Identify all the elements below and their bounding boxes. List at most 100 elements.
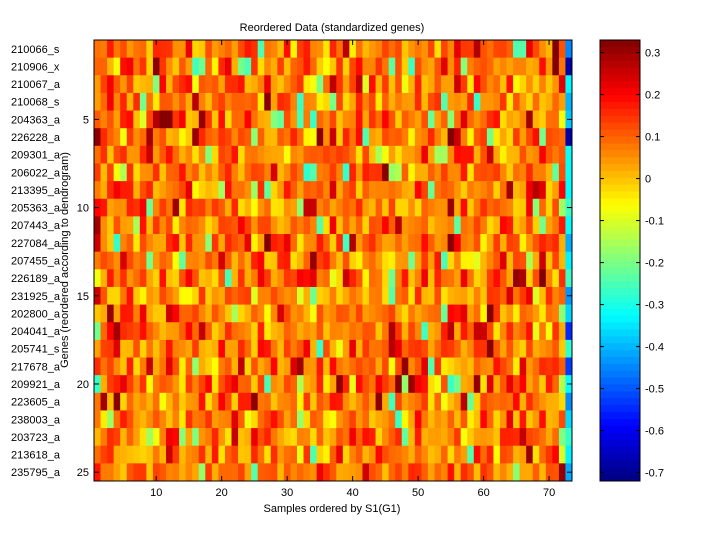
heatmap-cell (205, 428, 213, 447)
heatmap-cell (290, 322, 298, 341)
heatmap-cell (493, 234, 501, 253)
heatmap-cell (192, 40, 200, 59)
heatmap-cell (473, 40, 481, 59)
heatmap-cell (421, 198, 429, 217)
heatmap-cell (94, 339, 101, 358)
heatmap-cell (480, 392, 488, 411)
heatmap-cell (532, 57, 540, 76)
heatmap-cell (146, 269, 154, 288)
heatmap-cell (336, 234, 344, 253)
heatmap-cell (395, 428, 403, 447)
heatmap-cell (159, 410, 167, 429)
x-tick-label: 60 (477, 487, 489, 499)
heatmap-cell (172, 445, 180, 464)
heatmap-cell (224, 198, 232, 217)
heatmap-cell (480, 181, 488, 200)
heatmap-cell (441, 234, 448, 253)
heatmap-cell (251, 392, 259, 411)
heatmap-cell (375, 304, 383, 323)
heatmap-cell (467, 198, 475, 217)
heatmap-cell (198, 145, 206, 164)
heatmap-cell (441, 110, 448, 129)
heatmap-cell (558, 428, 566, 447)
heatmap-cell (336, 181, 344, 200)
heatmap-cell (382, 322, 390, 341)
heatmap-cell (513, 410, 521, 429)
heatmap-cell (401, 357, 409, 376)
heatmap-cell (414, 216, 422, 235)
heatmap-cell (283, 40, 291, 59)
heatmap-cell (179, 92, 187, 111)
heatmap-cell (159, 339, 167, 358)
heatmap-cell (408, 57, 416, 76)
heatmap-cell (414, 40, 422, 59)
heatmap-cell (205, 339, 213, 358)
heatmap-cell (100, 392, 108, 411)
heatmap-cell (310, 410, 318, 429)
heatmap-cell (414, 234, 422, 253)
heatmap-cell (460, 392, 468, 411)
heatmap-cell (473, 92, 481, 111)
heatmap-cell (329, 57, 337, 76)
heatmap-cell (218, 145, 226, 164)
heatmap-cell (185, 128, 193, 147)
heatmap-cell (120, 75, 128, 94)
heatmap-cell (388, 392, 396, 411)
heatmap-cell (342, 110, 350, 129)
heatmap-cell (238, 269, 245, 288)
colorbar-tick-label: -0.7 (645, 468, 664, 480)
heatmap-cell (100, 286, 108, 305)
heatmap-cell (336, 269, 344, 288)
y-tick-label: 10 (77, 203, 89, 215)
heatmap-cell (454, 163, 462, 182)
heatmap-cell (251, 57, 259, 76)
heatmap-cell (283, 181, 291, 200)
heatmap-cell (545, 163, 553, 182)
heatmap-cell (486, 163, 494, 182)
heatmap-cell (421, 128, 429, 147)
heatmap-cell (539, 163, 547, 182)
colorbar-tick-label: -0.2 (645, 258, 664, 270)
heatmap-cell (107, 304, 115, 323)
heatmap-cell (414, 357, 422, 376)
heatmap-cell (198, 286, 206, 305)
heatmap-cell (434, 75, 442, 94)
heatmap-cell (329, 145, 337, 164)
heatmap-cell (205, 57, 213, 76)
heatmap-cell (323, 57, 331, 76)
heatmap-cell (441, 428, 448, 447)
heatmap-cell (454, 57, 462, 76)
heatmap-cell (526, 357, 534, 376)
heatmap-cell (244, 392, 252, 411)
heatmap-cell (277, 198, 285, 217)
heatmap-cell (519, 269, 527, 288)
heatmap-cell (172, 286, 180, 305)
heatmap-cell (120, 128, 128, 147)
heatmap-cell (303, 128, 311, 147)
heatmap-cell (375, 110, 383, 129)
heatmap-cell (100, 463, 108, 482)
heatmap-cell (565, 322, 573, 341)
heatmap-cell (218, 40, 226, 59)
heatmap-cell (238, 128, 245, 147)
heatmap-cell (192, 216, 200, 235)
heatmap-cell (139, 181, 147, 200)
heatmap-cell (198, 428, 206, 447)
heatmap-cell (264, 145, 272, 164)
heatmap-cell (120, 463, 128, 482)
heatmap-cell (499, 445, 507, 464)
heatmap-cell (166, 181, 173, 200)
heatmap-cell (545, 110, 553, 129)
heatmap-cell (159, 40, 167, 59)
heatmap-cell (257, 286, 265, 305)
heatmap-cell (506, 163, 514, 182)
heatmap-cell (107, 163, 115, 182)
heatmap-cell (218, 269, 226, 288)
heatmap-cell (493, 110, 501, 129)
heatmap-cell (316, 110, 324, 129)
heatmap-cell (401, 181, 409, 200)
heatmap-cell (244, 286, 252, 305)
heatmap-cell (336, 251, 344, 270)
heatmap-cell (283, 463, 291, 482)
heatmap-cell (401, 145, 409, 164)
